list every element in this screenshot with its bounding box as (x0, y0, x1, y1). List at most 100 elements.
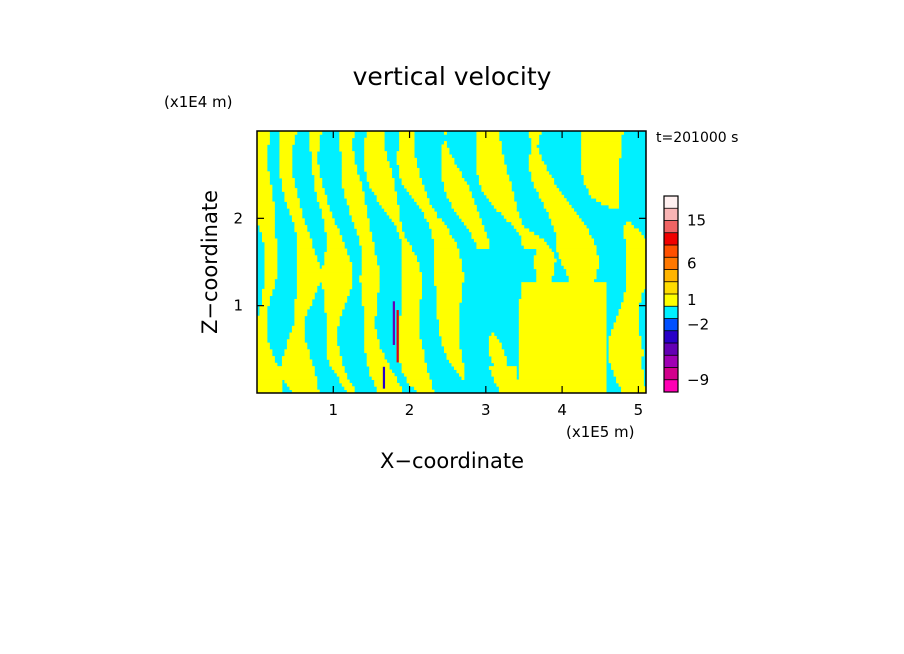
field-cell (294, 225, 308, 229)
field-cell (296, 275, 353, 280)
field-cell (434, 272, 465, 276)
field-cell (608, 345, 642, 350)
field-cell (476, 144, 502, 149)
field-cell (518, 359, 607, 364)
field-cell (401, 288, 422, 293)
field-cell (294, 228, 308, 233)
field-cell (626, 285, 646, 290)
field-cell (558, 251, 597, 256)
field-cell (341, 181, 363, 186)
y-axis-ticks: 12 (233, 209, 646, 315)
field-cell (556, 235, 592, 239)
field-cell (409, 191, 427, 196)
field-cell (483, 191, 515, 196)
field-cell (264, 268, 278, 273)
field-cell (257, 194, 273, 199)
field-cell (361, 245, 375, 249)
field-cell (568, 278, 595, 283)
field-cell (444, 181, 467, 186)
field-cell (364, 345, 380, 350)
field-cell (314, 181, 323, 186)
field-cell (551, 218, 582, 223)
field-cell (257, 198, 273, 202)
field-cell (476, 154, 505, 159)
field-cell (401, 309, 420, 313)
field-cell (257, 218, 275, 223)
y-tick-label: 1 (233, 297, 243, 315)
field-cell (608, 335, 642, 340)
field-cell (401, 292, 422, 296)
field-cell (608, 339, 642, 344)
field-cell (449, 359, 462, 364)
field-cell (294, 322, 305, 327)
field-cell (611, 329, 639, 333)
field-cell (279, 137, 295, 142)
field-cell (531, 174, 552, 179)
field-cell (399, 134, 415, 139)
field-cell (481, 184, 512, 189)
field-cell (321, 285, 353, 290)
field-cell (543, 201, 570, 206)
field-cell (314, 188, 325, 192)
field-cell (291, 218, 305, 223)
field-cell (309, 141, 320, 145)
field-cell (581, 157, 619, 162)
field-cell (311, 151, 318, 155)
field-cell (257, 379, 283, 384)
field-cell (556, 241, 595, 246)
field-cell (616, 319, 639, 323)
field-cell (611, 366, 642, 370)
field-cell (281, 184, 295, 189)
field-cell (533, 265, 555, 270)
field-cell (503, 214, 520, 219)
field-cell (551, 221, 585, 226)
field-cell (563, 265, 600, 270)
field-cell (626, 265, 646, 270)
field-cell (441, 178, 465, 182)
field-streak (392, 301, 395, 345)
field-cell (289, 332, 305, 337)
colorbar-swatch (664, 220, 678, 234)
field-cell (401, 298, 420, 303)
field-cell (324, 262, 353, 266)
field-cell (513, 225, 525, 229)
field-cell (399, 356, 425, 360)
field-cell (394, 221, 403, 226)
field-cell (296, 288, 318, 293)
field-cell (399, 359, 425, 364)
field-cell (321, 265, 353, 270)
field-cell (416, 389, 435, 393)
field-cell (608, 204, 619, 209)
field-cell (488, 339, 500, 344)
field-cell (434, 238, 455, 243)
field-cell (261, 238, 278, 243)
field-cell (626, 282, 646, 286)
field-cell (496, 208, 517, 213)
field-cell (399, 335, 420, 340)
field-cell (444, 349, 462, 354)
field-cell (296, 238, 313, 243)
field-cell (626, 241, 646, 246)
field-cell (473, 238, 490, 243)
field-cell (476, 167, 507, 172)
field-cell (476, 157, 505, 162)
field-cell (294, 319, 305, 323)
field-cell (264, 272, 278, 276)
field-cell (359, 241, 375, 246)
field-cell (531, 141, 540, 145)
colorbar-swatch (664, 294, 678, 307)
field-cell (324, 292, 350, 296)
field-cell (434, 251, 460, 256)
field-cell (364, 144, 385, 149)
field-cell (626, 245, 646, 249)
field-cell (339, 144, 353, 149)
field-cell (623, 225, 634, 229)
field-cell (411, 194, 427, 199)
field-cell (329, 359, 343, 364)
field-cell (366, 171, 393, 176)
field-cell (608, 352, 644, 357)
field-cell (401, 282, 422, 286)
field-cell (257, 332, 268, 337)
field-cell (257, 322, 268, 327)
